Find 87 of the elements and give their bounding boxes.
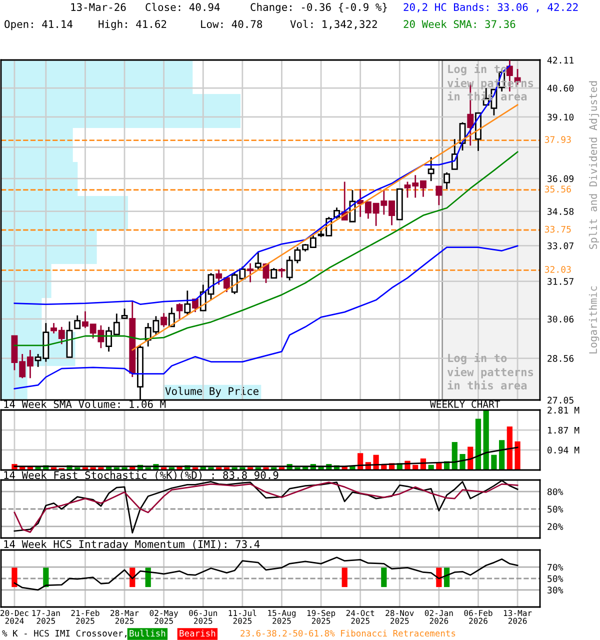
candlestick [254,251,262,270]
ref-line-label: 33.75 [544,226,571,233]
bar [373,454,379,470]
y-tick-label: 33.07 [548,242,574,250]
bar [491,454,497,470]
candlestick [121,308,128,320]
candlestick [270,267,278,279]
x-tick-label: 13-Mar 2026 [504,610,532,624]
y-tick-label: 39.10 [548,114,574,121]
candlestick [168,306,175,328]
chart-title: 14 Week Fast Stochastic (%K)(%D) : 83.8 90.9 [4,470,278,480]
candlestick [428,156,434,182]
y-tick-label: 28.56 [548,355,574,362]
x-tick-label: 28-Nov 2025 [386,610,414,624]
text: WEEKLY CHART [430,400,500,408]
bar [468,446,474,470]
bar [452,442,458,470]
candlestick [436,186,442,206]
bar [208,467,214,470]
candlestick [278,267,285,278]
candlestick [176,302,183,320]
x-tick-label: 28-Mar 2025 [110,610,139,624]
bar [475,418,482,470]
candlestick [160,312,168,328]
x-tick-label: 06-Jun 2025 [189,610,217,624]
y-tick-label: 0.94 M [548,446,580,454]
y-tick-label: 50% [548,575,564,582]
y-tick-label: 1.87 M [548,426,580,434]
line-series [14,556,518,591]
x-tick-label: 02-May 2025 [150,610,178,624]
text: % K - HCS IMI Crossover, [2,630,126,638]
y-tick-label: 30.06 [548,316,574,323]
line-series [14,446,518,468]
text: Bullish [130,630,166,637]
ref-line-label: 32.03 [544,266,571,273]
text: Logarithmic [588,286,600,354]
bar [499,440,505,470]
y-tick-label: 36.09 [548,175,574,182]
text: 20,2 HC Bands: 33.06 , 42.22 [404,2,578,12]
x-tick-label: 19-Sep 2025 [307,610,336,624]
y-tick-label: 80% [548,488,564,496]
y-tick-label: 50% [548,506,564,513]
y-tick-label: 20% [548,523,564,530]
y-tick-label: 34.58 [548,208,574,215]
text: Open: 41.14 [4,20,72,30]
y-tick-label: 42.11 [547,56,574,64]
chart-title: 14 Week SMA Volume: 1.06 M [4,400,166,408]
x-tick-label: 11-Jul 2025 [228,610,256,624]
bar [483,410,489,470]
x-tick-label: 21-Feb 2025 [71,610,100,624]
candlestick [247,262,254,283]
text: Change: -0.36 {-0.9 %} [250,2,387,14]
text: Bearish [180,630,216,637]
text: Vol: 1,342,322 [290,20,377,30]
text: Close: 40.94 [146,2,220,12]
text: Low: 40.78 [201,20,262,28]
x-tick-label: 20-Dec 2024 [0,610,28,624]
annotation: Log in to view patterns in this area [447,352,534,390]
x-tick-label: 06-Feb 2026 [464,610,492,624]
x-tick-label: 24-Oct 2025 [346,610,374,624]
text: 20 Week SMA: 37.36 [404,20,516,28]
candlestick [444,172,450,190]
ref-line-label: 37.93 [544,136,571,143]
ref-line-label: 35.56 [544,186,571,193]
bar [460,454,466,470]
y-tick-label: 70% [548,564,564,571]
bar [506,426,512,470]
text: Volume By Price [165,386,258,398]
candlestick [74,314,81,330]
bar [263,467,269,470]
text: 23.6-38.2-50-61.8% Fibonacci Retracements [240,630,456,637]
y-axis-title: Split and Dividend Adjusted [588,81,600,249]
y-tick-label: 40.60 [547,84,574,92]
chart-title: 14 Week HCS Intraday Momentum (IMI): 73.4 [4,540,260,550]
x-tick-label: 02-Jan 2026 [424,610,453,624]
x-tick-label: 17-Jan 2025 [32,610,60,624]
y-tick-label: 31.57 [548,278,574,285]
text: High: 41.62 [98,20,166,30]
text: 13-Mar-26 [71,3,126,12]
y-tick-label: 2.81 M [548,406,580,414]
y-tick-label: 27.05 [548,396,574,404]
bar [294,467,300,470]
bar [122,467,128,470]
bar [514,441,520,470]
candlestick [184,290,191,316]
x-tick-label: 15-Aug 2025 [268,610,296,624]
y-tick-label: 30% [548,586,564,594]
